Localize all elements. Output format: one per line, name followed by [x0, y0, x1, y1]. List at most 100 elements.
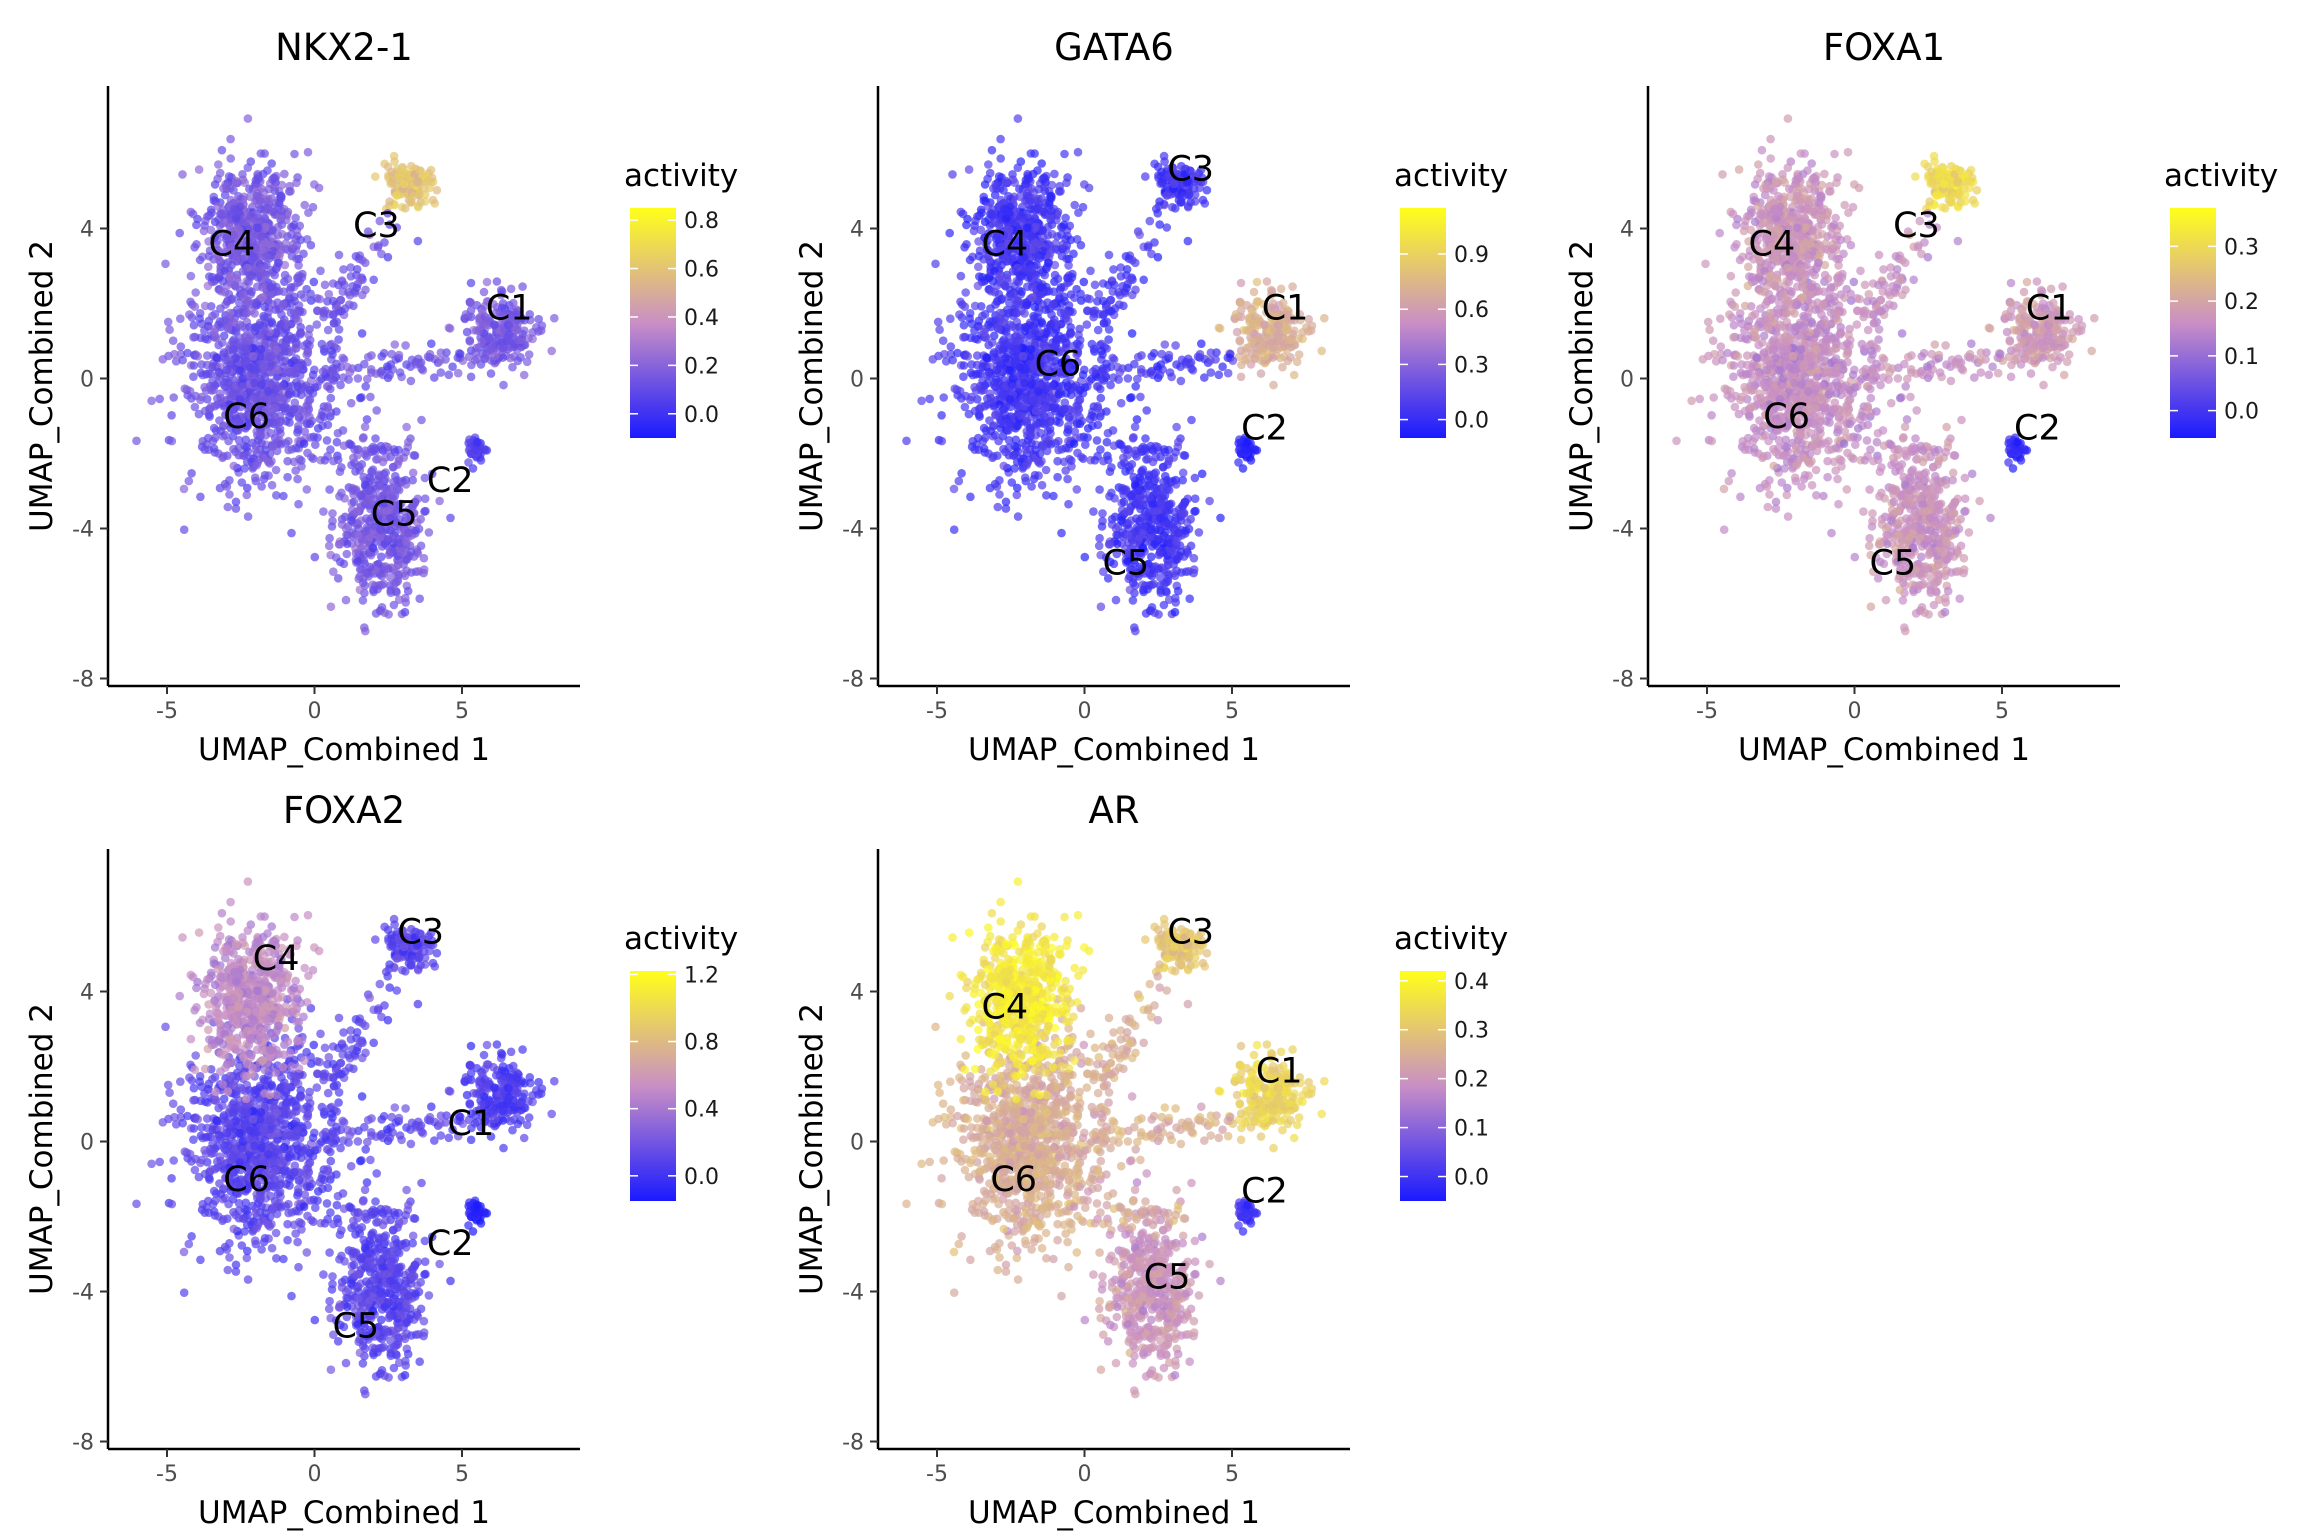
data-point — [1088, 367, 1098, 376]
data-point — [388, 178, 398, 188]
data-point — [229, 461, 239, 471]
data-point — [402, 537, 411, 546]
data-point — [253, 458, 262, 468]
data-point — [252, 189, 262, 198]
data-point — [294, 499, 303, 509]
data-point — [231, 207, 241, 216]
data-point — [1090, 280, 1100, 290]
data-point — [326, 445, 335, 454]
data-point — [1001, 504, 1011, 513]
data-point — [436, 348, 446, 358]
data-point — [319, 412, 329, 422]
data-point — [358, 578, 368, 588]
data-point — [1030, 470, 1040, 480]
data-point — [401, 204, 410, 213]
data-point — [1189, 565, 1199, 574]
data-point — [937, 436, 947, 446]
data-point — [371, 172, 380, 181]
data-point — [1060, 149, 1069, 159]
data-point — [376, 368, 385, 377]
data-point — [188, 209, 198, 219]
data-point — [1085, 294, 1094, 304]
data-point — [413, 201, 423, 211]
data-point — [287, 528, 296, 538]
data-point — [1128, 596, 1138, 605]
data-point — [1013, 296, 1022, 306]
data-point — [274, 258, 283, 268]
data-point — [308, 202, 318, 212]
data-point — [959, 333, 968, 342]
x-tick-label: 0 — [308, 699, 322, 724]
data-point — [278, 381, 287, 391]
cluster-label-c1: C1 — [486, 288, 533, 328]
data-point — [264, 457, 273, 467]
data-point — [203, 281, 213, 291]
data-point — [959, 372, 968, 382]
data-point — [987, 145, 997, 155]
data-point — [189, 333, 198, 342]
data-point — [1117, 505, 1127, 515]
data-point — [243, 483, 252, 493]
data-point — [957, 469, 966, 478]
data-point — [1082, 320, 1092, 329]
data-point — [444, 323, 454, 333]
data-point — [346, 272, 356, 281]
data-point — [946, 314, 955, 324]
data-point — [408, 468, 418, 478]
data-point — [486, 369, 496, 378]
data-point — [323, 403, 333, 413]
data-point — [210, 180, 220, 189]
data-point — [361, 382, 371, 391]
data-point — [357, 329, 367, 338]
data-point — [372, 406, 382, 415]
data-point — [1172, 555, 1182, 564]
data-point — [311, 440, 320, 450]
data-point — [178, 355, 187, 365]
data-point — [309, 277, 319, 287]
data-point — [337, 520, 347, 529]
data-point — [190, 243, 199, 252]
data-point — [381, 468, 391, 477]
data-point — [1062, 310, 1072, 319]
data-point — [1047, 206, 1056, 216]
data-point — [293, 428, 302, 437]
data-point — [978, 311, 987, 321]
data-point — [262, 419, 271, 428]
data-point — [318, 367, 328, 376]
data-point — [1205, 496, 1214, 506]
data-point — [1083, 424, 1093, 433]
data-point — [406, 547, 416, 557]
data-point — [1236, 372, 1246, 382]
data-point — [268, 418, 278, 427]
data-point — [161, 259, 170, 269]
data-point — [960, 243, 969, 252]
data-point — [1023, 458, 1032, 468]
data-point — [280, 341, 289, 351]
data-point — [270, 377, 279, 386]
data-point — [347, 440, 356, 450]
data-point — [270, 403, 279, 413]
data-point — [407, 355, 417, 365]
data-point — [368, 543, 378, 553]
data-point — [1145, 481, 1154, 491]
data-point — [1045, 249, 1055, 258]
legend-tick-label: 0.2 — [684, 354, 719, 379]
data-point — [229, 335, 239, 344]
data-point — [401, 341, 410, 350]
data-point — [973, 351, 982, 360]
data-point — [996, 360, 1005, 370]
data-point — [1107, 520, 1117, 529]
data-point — [1064, 301, 1074, 310]
data-point — [216, 304, 225, 313]
data-point — [1048, 299, 1058, 309]
data-point — [1066, 328, 1075, 338]
data-point — [1178, 468, 1188, 478]
data-point — [360, 449, 370, 459]
data-point — [306, 289, 315, 299]
data-point — [366, 365, 376, 374]
data-point — [466, 298, 476, 308]
data-point — [260, 395, 270, 404]
data-point — [335, 467, 345, 477]
data-point — [328, 367, 338, 376]
data-point — [1053, 274, 1063, 284]
